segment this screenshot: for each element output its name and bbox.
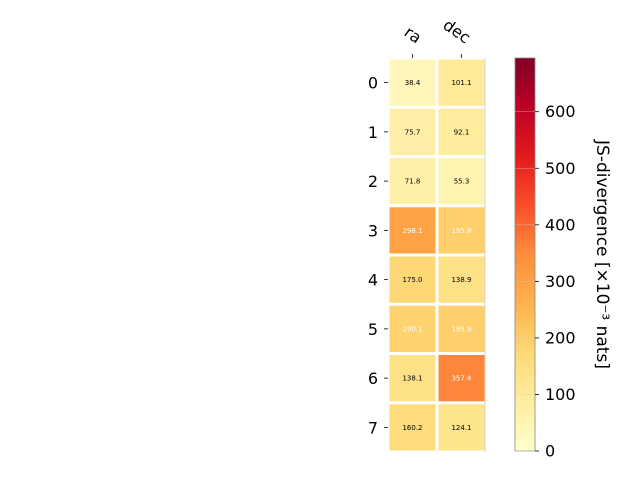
heatmap-cell xyxy=(438,207,485,254)
cell-value-label: 357.4 xyxy=(451,375,472,383)
y-tick-label: 3 xyxy=(368,221,378,240)
heatmap-cell xyxy=(438,404,485,451)
y-tick-label: 6 xyxy=(368,369,378,388)
y-tick-label: 1 xyxy=(368,123,378,142)
heatmap-cell xyxy=(438,59,485,106)
heatmap-cell xyxy=(438,305,485,352)
x-tick-label: dec xyxy=(440,15,474,47)
heatmap-cell xyxy=(438,355,485,402)
cell-value-label: 138.1 xyxy=(402,375,422,383)
colorbar-tick-label: 300 xyxy=(545,272,576,291)
y-tick-label: 0 xyxy=(368,74,378,93)
heatmap-cell xyxy=(438,256,485,303)
heatmap-cell xyxy=(389,158,436,205)
y-tick-label: 7 xyxy=(368,418,378,437)
cell-value-label: 298.1 xyxy=(402,227,422,235)
cell-value-label: 195.9 xyxy=(451,325,471,333)
heatmap-cell xyxy=(438,108,485,155)
y-tick-label: 5 xyxy=(368,320,378,339)
heatmap-cell xyxy=(389,108,436,155)
colorbar-gradient xyxy=(514,57,536,452)
cell-value-label: 160.2 xyxy=(402,424,422,432)
cell-value-label: 195.8 xyxy=(451,227,471,235)
colorbar-tick-label: 600 xyxy=(545,102,576,121)
cell-value-label: 92.1 xyxy=(454,128,470,136)
y-tick-label: 2 xyxy=(368,172,378,191)
heatmap-cell xyxy=(389,305,436,352)
heatmap-plot: 38.4 101.1 75.7 92.1 71.8 55.3 298.1 195.8 175.0… xyxy=(368,15,486,452)
colorbar-tick-label: 200 xyxy=(545,328,576,347)
colorbar-tick-label: 0 xyxy=(545,442,555,461)
heatmap-cell xyxy=(438,158,485,205)
heatmap-cell xyxy=(389,207,436,254)
x-tick-label: ra xyxy=(401,22,425,47)
cell-value-label: 124.1 xyxy=(451,424,471,432)
cell-value-label: 55.3 xyxy=(454,178,470,186)
colorbar-tick-label: 500 xyxy=(545,159,576,178)
y-tick-label: 4 xyxy=(368,271,378,290)
heatmap-cell xyxy=(389,59,436,106)
heatmap-cell xyxy=(389,404,436,451)
colorbar: 0 100 200 300 400 500 600 JS-divergence [×10⁻³ … xyxy=(514,57,612,461)
cell-value-label: 190.1 xyxy=(402,325,422,333)
cell-value-label: 38.4 xyxy=(405,79,421,87)
colorbar-label: JS-divergence [×10⁻³ nats] xyxy=(592,139,612,369)
cell-value-label: 75.7 xyxy=(405,128,421,136)
cell-value-label: 175.0 xyxy=(402,276,422,284)
colorbar-tick-label: 400 xyxy=(545,215,576,234)
heatmap-cell xyxy=(389,256,436,303)
colorbar-tick-label: 100 xyxy=(545,385,576,404)
heatmap-cell xyxy=(389,355,436,402)
cell-value-label: 101.1 xyxy=(451,79,471,87)
cell-value-label: 71.8 xyxy=(405,178,421,186)
cell-value-label: 138.9 xyxy=(451,276,471,284)
